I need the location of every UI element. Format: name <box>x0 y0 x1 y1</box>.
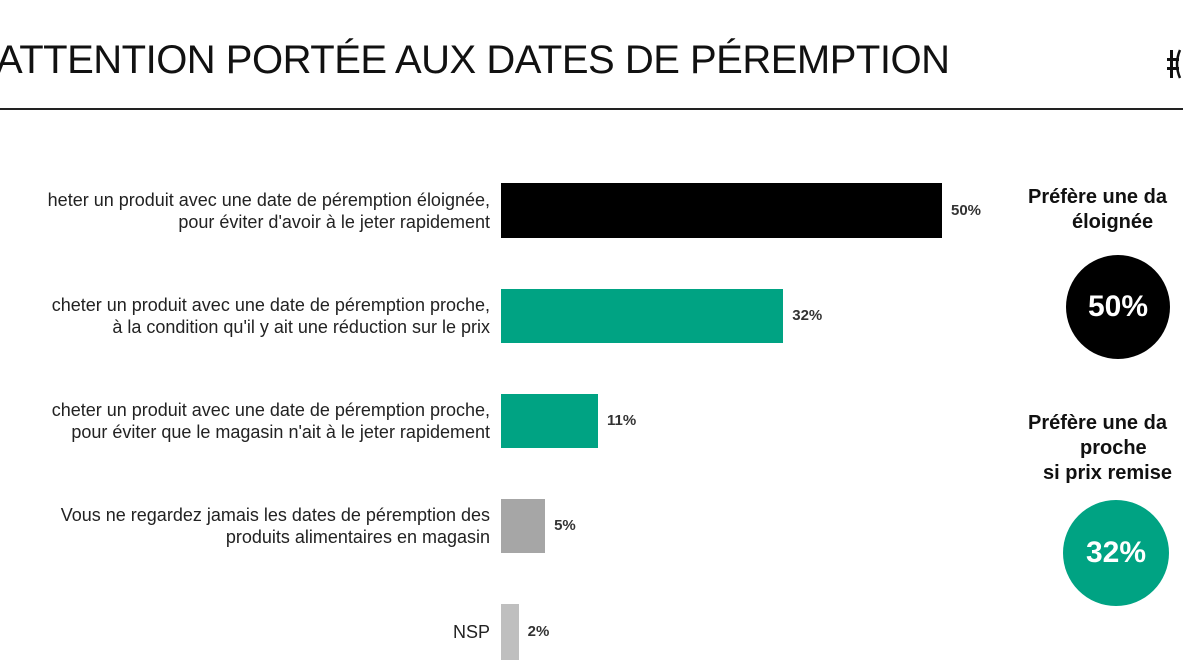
bar <box>501 604 519 660</box>
page-title: ATTENTION PORTÉE AUX DATES DE PÉREMPTION <box>0 38 950 82</box>
bar-value-label: 32% <box>792 307 823 324</box>
summary-circle: 50% <box>1066 255 1170 359</box>
summary-circle: 32% <box>1063 500 1169 606</box>
category-label: cheter un produit avec une date de pérem… <box>51 295 490 337</box>
bar <box>501 394 599 448</box>
category-label: cheter un produit avec une date de pérem… <box>51 400 490 442</box>
bar-value-label: 50% <box>951 201 982 219</box>
bar-value-label: 2% <box>527 623 550 640</box>
bar-value-label: 5% <box>554 517 576 534</box>
category-label: Vous ne regardez jamais les dates de pér… <box>60 505 490 547</box>
category-label: NSP <box>452 622 490 642</box>
bar <box>501 183 942 238</box>
side-summary-label: Préfère une da proche si prix remise <box>1028 412 1172 484</box>
bar <box>501 289 784 343</box>
category-label: heter un produit avec une date de péremp… <box>47 189 490 232</box>
bar <box>501 499 546 553</box>
brand-logo-icon <box>1167 49 1182 79</box>
side-summary-label: Préfère une da éloignée <box>1028 186 1167 233</box>
title-divider <box>0 108 1183 110</box>
bar-value-label: 11% <box>607 412 637 429</box>
